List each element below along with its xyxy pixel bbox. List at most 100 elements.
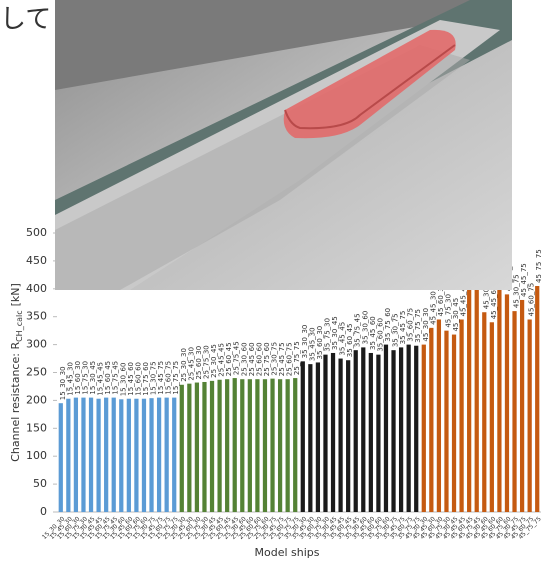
bar xyxy=(361,347,366,512)
data-label: 15_75_75 xyxy=(172,361,180,395)
data-label: 25_75_60 xyxy=(263,342,271,376)
data-label: 35_75_75 xyxy=(414,309,422,343)
data-label: 15_60_30 xyxy=(74,361,82,395)
bar xyxy=(353,350,358,512)
data-label: 35_30_45 xyxy=(331,316,339,350)
y-tick-label: 250 xyxy=(26,366,47,379)
bar xyxy=(391,350,396,512)
data-label: 15_75_30 xyxy=(81,361,89,395)
bar xyxy=(104,397,109,512)
data-label: 45_45_75 xyxy=(520,263,528,297)
bar xyxy=(277,379,283,512)
bar xyxy=(194,382,200,512)
data-label: 25_30_75 xyxy=(271,342,279,376)
data-label: 15_45_30 xyxy=(66,362,74,396)
bar xyxy=(126,398,131,512)
data-label: 45_60_30 xyxy=(437,283,445,317)
data-label: 35_30_75 xyxy=(392,313,400,347)
bar xyxy=(141,398,147,512)
y-tick-label: 200 xyxy=(26,393,47,406)
bar xyxy=(459,319,464,512)
data-label: 25_45_30 xyxy=(187,347,195,381)
data-label: 25_60_45 xyxy=(225,342,233,376)
bar xyxy=(406,344,411,512)
bar xyxy=(474,283,479,512)
data-label: 45_30_60 xyxy=(482,276,490,310)
bar xyxy=(232,378,237,512)
data-label: 35_30_60 xyxy=(361,311,369,345)
y-tick-label: 50 xyxy=(33,477,47,490)
bar xyxy=(436,319,442,512)
data-label: 15_45_60 xyxy=(127,362,135,396)
bar xyxy=(346,360,351,512)
bar xyxy=(429,327,434,512)
data-label: 35_45_45 xyxy=(339,322,347,356)
data-label: 15_75_60 xyxy=(142,362,150,396)
data-label: 45_30_45 xyxy=(452,298,460,332)
bar xyxy=(376,354,381,512)
bar xyxy=(527,319,532,512)
bar xyxy=(467,286,472,512)
data-label: 35_60_30 xyxy=(316,326,324,360)
bar xyxy=(96,398,101,512)
bar xyxy=(497,288,502,512)
bar xyxy=(519,299,525,512)
data-label: 15_45_45 xyxy=(97,362,105,396)
caption-fragment: して xyxy=(0,5,51,35)
bar xyxy=(164,397,169,512)
data-label: 25_30_45 xyxy=(210,344,218,378)
bar xyxy=(444,330,449,512)
data-label: 25_30_60 xyxy=(240,342,248,376)
data-label: 25_75_75 xyxy=(293,341,301,375)
y-tick-label: 0 xyxy=(40,505,47,518)
y-tick-label: 100 xyxy=(26,449,47,462)
bar xyxy=(414,345,419,512)
data-label: 45_30_75 xyxy=(513,274,521,308)
bar xyxy=(293,378,298,512)
y-tick-label: 400 xyxy=(26,282,47,295)
bar xyxy=(73,397,79,512)
bar xyxy=(88,397,94,512)
data-label: 35_60_75 xyxy=(407,308,415,342)
data-label: 25_75_45 xyxy=(233,341,241,375)
bar xyxy=(489,322,494,512)
bar xyxy=(285,379,290,512)
data-label: 25_60_75 xyxy=(286,342,294,376)
bar xyxy=(187,383,192,512)
data-label: 25_45_60 xyxy=(248,342,256,376)
data-label: 15_30_45 xyxy=(89,361,97,395)
y-axis-label: Channel resistance: RCH_calc [kN] xyxy=(9,283,24,462)
bar xyxy=(330,352,336,512)
bar xyxy=(119,399,124,512)
y-axis-label-part: Channel resistance: R xyxy=(9,342,22,462)
bar xyxy=(421,344,426,512)
bar xyxy=(308,364,313,512)
bar xyxy=(262,379,268,512)
bar xyxy=(172,397,177,512)
bar xyxy=(134,398,139,512)
bar xyxy=(111,397,116,512)
data-label: 25_60_30 xyxy=(195,346,203,380)
bar xyxy=(482,312,487,512)
bar xyxy=(179,384,184,512)
bar xyxy=(66,398,71,512)
y-tick-label: 450 xyxy=(26,254,47,267)
render-image xyxy=(55,0,512,290)
bar xyxy=(323,354,328,512)
data-label: 25_45_45 xyxy=(218,343,226,377)
data-label: 15_60_60 xyxy=(134,362,142,396)
x-axis-label: Model ships xyxy=(255,546,320,559)
data-label: 45_30_30 xyxy=(422,308,430,342)
data-label: 45_75_75 xyxy=(535,249,541,283)
bar xyxy=(338,358,343,512)
data-label: 35_30_30 xyxy=(301,325,309,359)
data-label: 15_30_75 xyxy=(150,361,158,395)
data-label: 15_60_45 xyxy=(104,361,112,395)
bar xyxy=(255,379,260,512)
bar xyxy=(202,381,207,512)
bar xyxy=(156,397,162,512)
bar xyxy=(225,379,230,512)
data-label: 45_45_45 xyxy=(460,283,468,317)
bar xyxy=(270,378,275,512)
